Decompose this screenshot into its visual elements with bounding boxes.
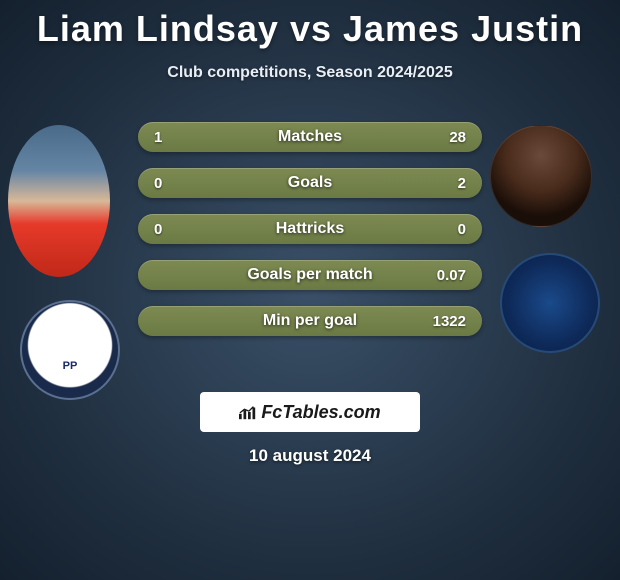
page-title: Liam Lindsay vs James Justin	[0, 0, 620, 50]
stat-label: Matches	[138, 128, 482, 146]
chart-icon	[239, 404, 257, 420]
stat-label: Min per goal	[138, 312, 482, 330]
stat-row: Goals per match 0.07	[138, 260, 482, 290]
club-badge-left	[20, 300, 120, 400]
stat-row: 0 Hattricks 0	[138, 214, 482, 244]
stat-label: Goals per match	[138, 266, 482, 284]
stat-label: Hattricks	[138, 220, 482, 238]
page-subtitle: Club competitions, Season 2024/2025	[0, 64, 620, 82]
player-photo-left	[8, 125, 110, 277]
stat-label: Goals	[138, 174, 482, 192]
footer-date: 10 august 2024	[0, 446, 620, 466]
footer-brand-text: FcTables.com	[261, 402, 380, 423]
footer-brand-box: FcTables.com	[200, 392, 420, 432]
club-badge-right	[500, 253, 600, 353]
stat-row: Min per goal 1322	[138, 306, 482, 336]
stat-row: 1 Matches 28	[138, 122, 482, 152]
player-photo-right	[490, 125, 592, 227]
stat-bars-container: 1 Matches 28 0 Goals 2 0 Hattricks 0 Goa…	[138, 122, 482, 352]
stat-row: 0 Goals 2	[138, 168, 482, 198]
